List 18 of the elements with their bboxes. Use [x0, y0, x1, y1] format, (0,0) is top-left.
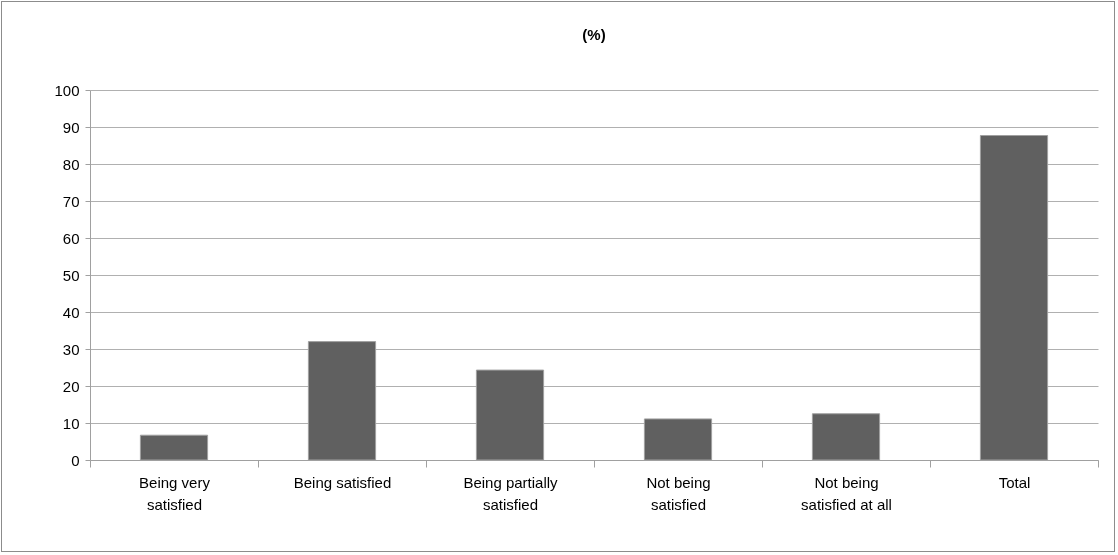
y-tick-label: 100 [54, 81, 80, 99]
y-tick-label: 80 [62, 155, 80, 173]
y-tick-label: 10 [62, 414, 80, 432]
chart-title: (%) [582, 26, 606, 43]
y-tick-label: 40 [62, 303, 80, 321]
x-tick-label: Total [998, 473, 1031, 491]
y-tick-label: 20 [62, 377, 80, 395]
y-tick-label: 50 [62, 266, 80, 284]
x-tick-label: Being satisfied [293, 473, 392, 491]
y-tick-label: 70 [62, 192, 80, 210]
x-tick-label: Not being satisfied at all [801, 473, 892, 513]
x-tick-label: Not being satisfied [646, 473, 711, 513]
y-tick-label: 60 [62, 229, 80, 247]
x-tick-label: Being partially satisfied [463, 473, 559, 513]
y-tick-label: 90 [62, 118, 80, 136]
y-tick-label: 30 [62, 340, 80, 358]
y-tick-label: 0 [71, 451, 80, 469]
x-tick-label: Being very satisfied [139, 473, 211, 513]
